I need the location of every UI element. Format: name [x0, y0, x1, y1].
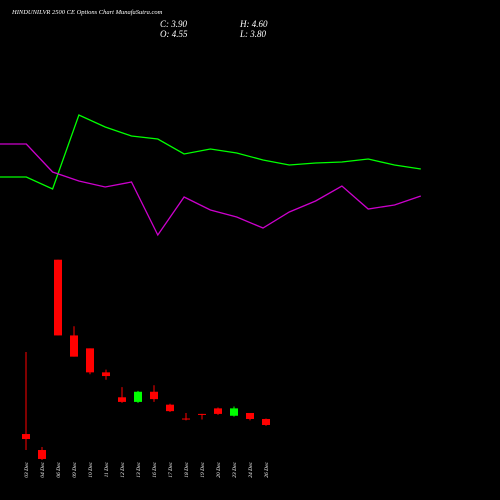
candle-body — [102, 372, 110, 377]
x-tick-label: 10 Dec — [88, 461, 94, 477]
high-label: H: 4.60 — [239, 19, 268, 29]
x-tick-label: 23 Dec — [232, 461, 238, 477]
open-label: O: 4.55 — [160, 29, 188, 39]
candle-body — [182, 418, 190, 420]
x-tick-label: 12 Dec — [120, 461, 126, 477]
x-tick-label: 19 Dec — [200, 461, 206, 477]
close-label: C: 3.90 — [160, 19, 188, 29]
x-tick-label: 13 Dec — [136, 461, 142, 477]
x-tick-label: 24 Dec — [247, 461, 254, 477]
candle-body — [54, 259, 62, 336]
line-series — [0, 114, 421, 190]
candle-body — [150, 391, 158, 400]
line-series — [0, 143, 422, 237]
x-tick-label: 09 Dec — [72, 461, 78, 477]
candle-body — [118, 397, 126, 402]
x-tick-label: 18 Dec — [184, 461, 190, 477]
low-label: L: 3.80 — [239, 29, 267, 39]
candle-body — [70, 335, 78, 357]
x-tick-label: 26 Dec — [264, 461, 270, 477]
x-tick-label: 06 Dec — [56, 461, 62, 477]
x-tick-label: 11 Dec — [104, 461, 110, 477]
candle-body — [230, 408, 238, 416]
x-tick-label: 04 Dec — [39, 461, 46, 477]
chart-title: HINDUNILVR 2500 CE Options Chart MunafaS… — [11, 9, 163, 16]
candle-body — [134, 391, 142, 402]
candle-body — [262, 418, 270, 425]
candle-body — [214, 408, 222, 414]
candle-body — [38, 450, 46, 459]
x-tick-label: 20 Dec — [216, 461, 222, 477]
candle-body — [198, 413, 206, 415]
x-tick-label: 17 Dec — [168, 461, 174, 477]
candle-body — [246, 412, 254, 419]
x-tick-label: 03 Dec — [24, 461, 30, 477]
candle-body — [86, 348, 94, 373]
x-tick-label: 16 Dec — [152, 461, 158, 477]
candle-body — [22, 434, 30, 440]
candle-body — [166, 404, 174, 412]
